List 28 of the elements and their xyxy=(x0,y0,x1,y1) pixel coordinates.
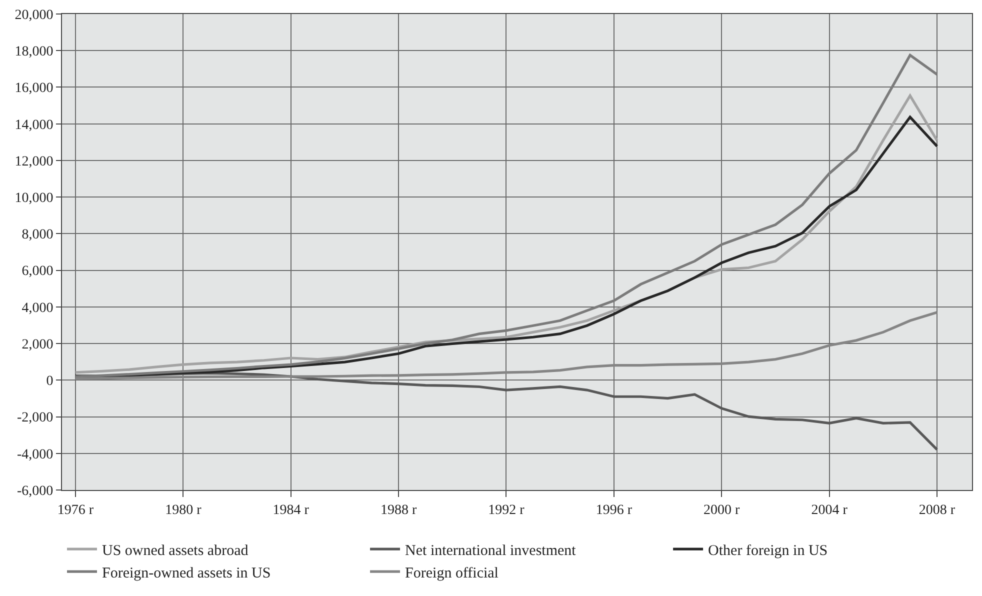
y-tick-label: -4,000 xyxy=(17,447,54,462)
x-tick-label: 2004 r xyxy=(811,502,848,518)
y-tick-label: 14,000 xyxy=(14,118,54,133)
x-tick-label: 1996 r xyxy=(596,502,632,518)
y-tick-label: 20,000 xyxy=(14,8,54,23)
legend-label: Foreign-owned assets in US xyxy=(102,565,271,582)
legend-label: Other foreign in US xyxy=(708,542,828,559)
x-tick-label: 1992 r xyxy=(488,502,525,518)
y-tick-label: 2,000 xyxy=(22,337,54,352)
y-tick-label: 18,000 xyxy=(14,44,54,60)
y-tick-label: -6,000 xyxy=(17,484,54,499)
x-tick-label: 2008 r xyxy=(918,502,956,518)
y-tick-label: 0 xyxy=(46,374,54,390)
x-tick-label: 1984 r xyxy=(272,502,310,518)
x-tick-label: 1988 r xyxy=(380,502,417,518)
y-tick-label: 10,000 xyxy=(14,190,54,206)
legend-label: Net international investment xyxy=(405,542,577,559)
x-tick-label: 1976 r xyxy=(57,502,94,518)
legend-label: Foreign official xyxy=(405,565,498,582)
y-tick-label: -2,000 xyxy=(17,410,54,426)
x-tick-label: 2000 r xyxy=(704,502,740,518)
y-tick-label: 4,000 xyxy=(22,300,54,316)
legend-label: US owned assets abroad xyxy=(102,542,249,559)
y-tick-label: 8,000 xyxy=(22,228,54,243)
x-tick-label: 1980 r xyxy=(165,502,202,518)
y-tick-label: 12,000 xyxy=(14,154,54,170)
y-tick-label: 16,000 xyxy=(14,81,54,96)
y-tick-label: 6,000 xyxy=(22,264,54,280)
